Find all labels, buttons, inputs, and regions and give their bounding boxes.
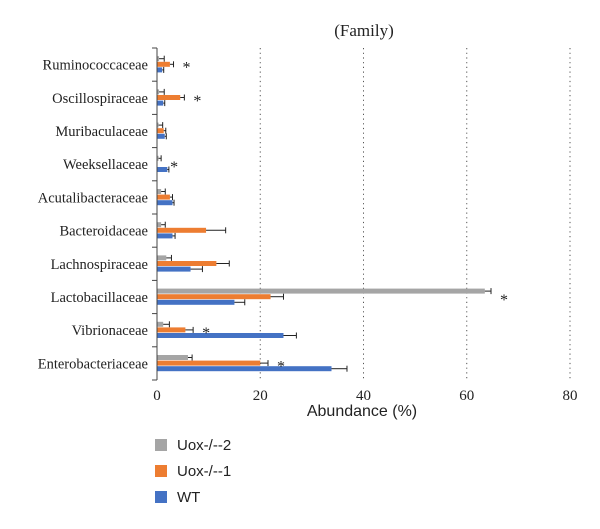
axes-group: 0 20 40 60 80 Ruminococcaceae Oscillospiraceae… [38, 47, 578, 404]
bar [157, 255, 167, 261]
legend-label-uox-2: Uox-/--2 [177, 436, 232, 454]
bar [157, 133, 165, 139]
x-tick-label: 0 [153, 388, 161, 404]
bar [157, 321, 164, 327]
x-tick-label: 20 [253, 388, 268, 404]
legend-item-wt: WT [155, 486, 231, 508]
legend-swatch-uox-2 [155, 439, 167, 451]
significance-star: * [193, 93, 201, 110]
legend-label-wt: WT [177, 488, 201, 506]
significance-star: * [277, 358, 285, 375]
category-label: Enterobacteriaceae [38, 356, 148, 372]
category-label: Muribaculaceae [55, 124, 148, 140]
bar [157, 61, 170, 67]
bar [157, 194, 170, 200]
bar [157, 189, 162, 194]
legend-swatch-wt [155, 491, 167, 503]
bar [157, 89, 160, 95]
bar [157, 299, 235, 305]
category-label: Weeksellaceae [63, 157, 148, 173]
x-tick-label: 60 [459, 388, 474, 404]
bar [157, 122, 159, 128]
significance-star: * [183, 60, 191, 77]
bar [157, 167, 168, 172]
bar [157, 288, 485, 294]
bar-chart: (Family) ****** 0 20 40 60 80Ruminococcaceae… [38, 21, 578, 420]
significance-star: * [500, 292, 508, 309]
x-tick-label: 80 [563, 388, 578, 404]
legend-label-uox-1: Uox-/--1 [177, 462, 232, 480]
category-label: Vibrionaceae [72, 323, 148, 339]
bar [157, 155, 159, 161]
bar [157, 327, 186, 333]
bar [157, 355, 188, 360]
bar [157, 261, 217, 266]
bar [157, 360, 261, 366]
significance-star: * [202, 325, 210, 342]
bar [157, 227, 207, 233]
bar [157, 100, 164, 106]
chart-title: (Family) [334, 21, 394, 40]
bar [157, 200, 173, 206]
bar [157, 222, 162, 228]
category-label: Bacteroidaceae [59, 224, 148, 240]
category-label: Lachnospiraceae [51, 257, 148, 273]
legend: Uox-/--2 Uox-/--1 WT [155, 434, 231, 512]
bar [157, 56, 160, 62]
bar [157, 128, 164, 134]
grid-lines [259, 48, 571, 380]
bars-group: ****** [157, 55, 508, 375]
bar [157, 67, 163, 73]
category-label: Acutalibacteraceae [38, 190, 148, 206]
bar [157, 294, 271, 300]
bar [157, 366, 332, 372]
bar [157, 333, 284, 338]
legend-item-uox-2: Uox-/--2 [155, 434, 231, 456]
bar [157, 95, 181, 100]
bar [157, 233, 173, 239]
category-label: Ruminococcaceae [43, 58, 148, 74]
category-label: Oscillospiraceae [52, 91, 148, 107]
legend-item-uox-1: Uox-/--1 [155, 460, 231, 482]
category-label: Lactobacillaceae [51, 290, 148, 306]
bar [157, 266, 191, 272]
x-axis-title: Abundance (%) [307, 403, 417, 420]
legend-swatch-uox-1 [155, 465, 167, 477]
significance-star: * [170, 159, 178, 176]
x-tick-label: 40 [356, 388, 371, 404]
